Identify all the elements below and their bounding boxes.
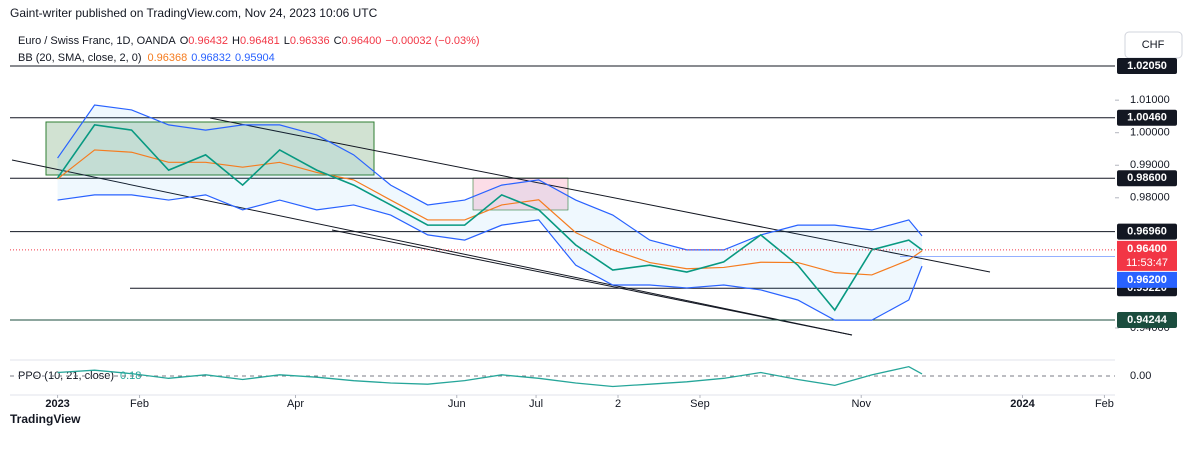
x-tick-label: 2023: [45, 398, 69, 410]
currency[interactable]: CHF: [1142, 39, 1165, 51]
level-label: 1.02050: [1127, 60, 1167, 72]
level-label: 1.00460: [1127, 112, 1167, 124]
series-line: [57, 149, 923, 276]
legend-text: C: [334, 35, 342, 47]
level-label: 0.98600: [1127, 172, 1167, 184]
legend-text: H: [232, 35, 240, 47]
price-tag: [1117, 240, 1177, 271]
level-tag: [1117, 57, 1177, 74]
legend-text: 0.96481: [240, 35, 280, 47]
channel-line: [209, 117, 991, 273]
x-tick-label: Feb: [130, 398, 149, 410]
legend-text: Euro / Swiss Franc, 1D, OANDA: [18, 35, 176, 47]
legend-text: 0.96336: [290, 35, 330, 47]
level-label: 0.94244: [1127, 314, 1168, 326]
x-tick-label: Feb: [1095, 398, 1114, 410]
x-tick-label: 2024: [1010, 398, 1035, 410]
legend-text: 0.95904: [235, 52, 275, 64]
x-tick-label: Nov: [851, 398, 871, 410]
y-tick-label: 1.00000: [1130, 127, 1170, 139]
attribution: Gaint-writer published on TradingView.co…: [10, 6, 378, 20]
series-line: [57, 104, 923, 251]
legend-text: 0.96832: [191, 52, 231, 64]
ppo-tick-label: 0.00: [1130, 370, 1151, 382]
legend-text: −0.00032 (−0.03%): [385, 35, 479, 47]
price-label: 0.96400: [1127, 243, 1167, 255]
level-tag: [1117, 109, 1177, 126]
x-tick-label: Sep: [690, 398, 710, 410]
level-label: 0.96960: [1127, 226, 1167, 238]
level-tag: [1117, 170, 1177, 187]
level-tag: [1117, 312, 1177, 329]
legend-text: 0.96400: [342, 35, 382, 47]
y-tick-label: 0.98000: [1130, 192, 1170, 204]
legend-text: 0.96368: [148, 52, 188, 64]
series-line: [57, 194, 923, 321]
y-tick-label: 1.01000: [1130, 94, 1170, 106]
x-tick-label: Apr: [287, 398, 304, 410]
x-tick-label: Jun: [448, 398, 466, 410]
channel-line: [11, 159, 853, 336]
x-tick-label: Jul: [529, 398, 543, 410]
legend-text: O: [180, 35, 189, 47]
bb-lower-tag: [1117, 271, 1177, 288]
level-tag: [1117, 223, 1177, 240]
x-tick-label: 2: [615, 398, 621, 410]
countdown: 11:53:47: [1126, 257, 1168, 269]
ppo-line: [57, 365, 923, 388]
legend-text: BB (20, SMA, close, 2, 0): [18, 52, 142, 64]
legend-text: 0.96432: [188, 35, 228, 47]
channel-line: [331, 229, 853, 336]
y-tick-label: 0.99000: [1130, 159, 1170, 171]
range-box: [45, 121, 375, 176]
legend-text: L: [284, 35, 290, 47]
footer: TradingView: [10, 412, 81, 426]
bb-lower-label: 0.96200: [1127, 274, 1167, 286]
series-line: [56, 124, 923, 312]
